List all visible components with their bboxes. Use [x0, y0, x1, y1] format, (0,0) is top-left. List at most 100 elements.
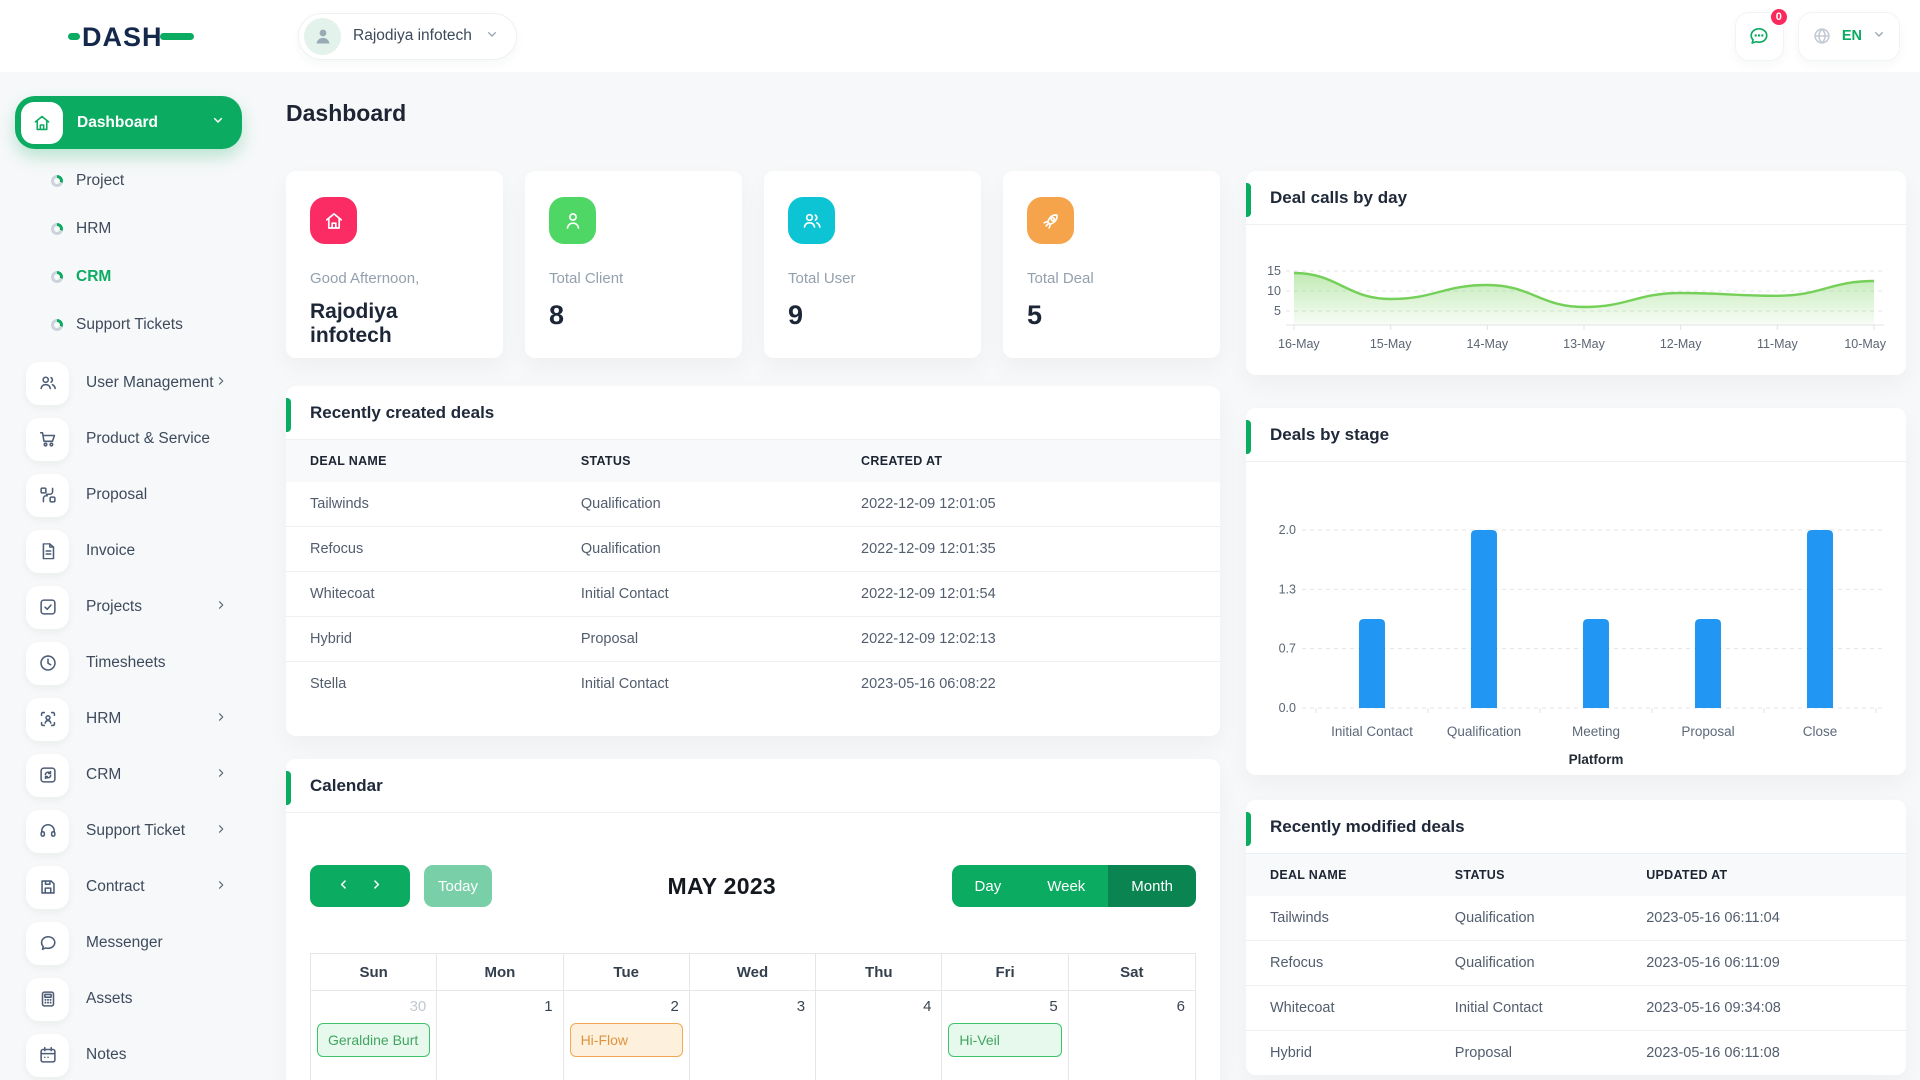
table-cell: 2022-12-09 12:01:35 — [837, 526, 1220, 572]
bullet-icon — [51, 319, 63, 331]
svg-text:10: 10 — [1267, 284, 1281, 298]
table-cell: 2023-05-16 06:11:09 — [1622, 940, 1906, 986]
table-cell: Tailwinds — [310, 496, 369, 512]
table-cell: 2023-05-16 06:11:04 — [1646, 910, 1780, 926]
workflow-icon — [37, 484, 59, 506]
sidebar-item-crm[interactable]: CRM — [15, 747, 242, 803]
sidebar-item-messenger[interactable]: Messenger — [15, 915, 242, 971]
calendar-day-cell[interactable]: 6 — [1069, 991, 1195, 1080]
calendar-day-cell[interactable]: 3 — [690, 991, 817, 1080]
chevron-right-icon[interactable] — [369, 877, 384, 896]
table-cell: 2023-05-16 06:08:22 — [837, 661, 1220, 706]
sidebar-item-dashboard[interactable]: Dashboard — [15, 96, 242, 149]
table-cell: 2023-05-16 09:34:08 — [1622, 985, 1906, 1031]
sidebar-item-notes[interactable]: Notes — [15, 1027, 242, 1080]
file-iconbox — [26, 529, 69, 573]
table-row[interactable]: Whitecoat Initial Contact 2022-12-09 12:01… — [286, 571, 1220, 617]
column-header: STATUS — [1454, 868, 1505, 882]
calendar-weekday: Sun — [311, 954, 438, 990]
calendar-view-month-button[interactable]: Month — [1108, 865, 1196, 907]
sidebar-item-assets[interactable]: Assets — [15, 971, 242, 1027]
sidebar-item-label: Assets — [86, 990, 133, 1007]
sidebar-item-hrm[interactable]: HRM — [15, 691, 242, 747]
table-cell: Proposal — [1430, 1030, 1623, 1075]
svg-text:15: 15 — [1267, 264, 1281, 278]
svg-text:Meeting: Meeting — [1572, 724, 1620, 739]
sidebar-item-user-management[interactable]: User Management — [15, 355, 242, 411]
stat-card-good-afternoon: Good Afternoon, Rajodiya infotech — [286, 171, 503, 358]
calendar-day-cell[interactable]: 1 — [437, 991, 564, 1080]
sidebar-item-label: HRM — [86, 710, 122, 727]
language-label: EN — [1841, 28, 1862, 44]
topbar: DASH Rajodiya infotech 0 EN — [0, 0, 1920, 72]
calendar-month-title: MAY 2023 — [667, 872, 777, 899]
cart-iconbox — [26, 417, 69, 461]
calendar-day-cell[interactable]: 5 Hi-Veil — [942, 991, 1069, 1080]
calendar-day-cell[interactable]: 30 Geraldine Burt — [311, 991, 438, 1080]
check-square-icon — [37, 596, 59, 618]
messages-badge: 0 — [1768, 6, 1789, 27]
table-cell: 2022-12-09 12:01:05 — [861, 496, 996, 512]
table-row[interactable]: Refocus Qualification 2023-05-16 06:11:09 — [1246, 940, 1906, 986]
chat-iconbox — [26, 921, 69, 965]
sidebar-item-support-ticket[interactable]: Support Ticket — [15, 803, 242, 859]
file-icon — [37, 540, 59, 562]
sidebar-subitem-project[interactable]: Project — [15, 157, 242, 205]
calendar-day-cell[interactable]: 4 — [816, 991, 943, 1080]
chevron-left-icon[interactable] — [336, 877, 351, 896]
table-row[interactable]: Stella Initial Contact 2023-05-16 06:08:22 — [286, 661, 1220, 706]
calendar-weekday: Tue — [564, 954, 690, 990]
sidebar-item-projects[interactable]: Projects — [15, 579, 242, 635]
sidebar-subitem-label: Support Tickets — [76, 316, 183, 333]
stat-label: Total Client — [549, 270, 624, 287]
card-header: Deals by stage — [1246, 408, 1906, 462]
sidebar-item-invoice[interactable]: Invoice — [15, 523, 242, 579]
sidebar-item-timesheets[interactable]: Timesheets — [15, 635, 242, 691]
card-header: Recently created deals — [286, 386, 1220, 440]
calendar-event[interactable]: Hi-Flow — [569, 1023, 683, 1057]
calendar-prev-next-buttons[interactable] — [310, 865, 410, 907]
calendar-weekday: Thu — [816, 954, 943, 990]
card-header: Deal calls by day — [1246, 171, 1906, 225]
table-cell: Whitecoat — [286, 571, 557, 617]
deals-by-stage-card: Deals by stage 0.0 0.7 1.3 2.0 Initial Conta… — [1246, 408, 1906, 775]
sync-square-icon — [37, 764, 59, 786]
chevron-right-icon — [214, 598, 228, 617]
calendar-event[interactable]: Hi-Veil — [948, 1023, 1062, 1057]
sidebar-item-contract[interactable]: Contract — [15, 859, 242, 915]
sidebar-subitem-hrm[interactable]: HRM — [15, 205, 242, 253]
table-row[interactable]: Tailwinds Qualification 2023-05-16 06:11:0… — [1246, 896, 1906, 941]
company-dropdown[interactable]: Rajodiya infotech — [298, 12, 517, 60]
calendar-event[interactable]: Geraldine Burt — [317, 1023, 431, 1057]
sidebar-subitem-crm[interactable]: CRM — [15, 253, 242, 301]
table-row[interactable]: Hybrid Proposal 2022-12-09 12:02:13 — [286, 616, 1220, 662]
check-square-iconbox — [26, 585, 69, 629]
svg-text:15-May: 15-May — [1370, 337, 1412, 351]
main-content: Dashboard Good Afternoon, Rajodiya infot… — [247, 72, 1920, 1080]
table-row[interactable]: Hybrid Proposal 2023-05-16 06:11:08 — [1246, 1030, 1906, 1075]
calendar-today-button[interactable]: Today — [424, 865, 492, 907]
sidebar-subitem-support-tickets[interactable]: Support Tickets — [15, 301, 242, 349]
calendar-date: 3 — [796, 998, 806, 1015]
chevron-right-icon — [214, 374, 228, 393]
stat-cards: Good Afternoon, Rajodiya infotech Total … — [286, 171, 1220, 358]
calendar-view-day-button[interactable]: Day — [951, 865, 1025, 907]
calendar-grid: Sun Mon Tue Wed Thu Fri Sat 30 Geraldine Burt … — [310, 953, 1196, 1080]
svg-text:0.7: 0.7 — [1279, 642, 1296, 656]
sidebar-item-proposal[interactable]: Proposal — [15, 467, 242, 523]
calendar-week-row: 30 Geraldine Burt 1 2 Hi-Flow 3 4 5 Hi-V… — [311, 990, 1195, 1080]
sidebar-item-product-service[interactable]: Product & Service — [15, 411, 242, 467]
svg-text:13-May: 13-May — [1563, 337, 1605, 351]
table-row[interactable]: Refocus Qualification 2022-12-09 12:01:35 — [286, 526, 1220, 572]
language-dropdown[interactable]: EN — [1797, 11, 1900, 61]
calendar-date: 4 — [923, 998, 932, 1015]
calendar-view-week-button[interactable]: Week — [1024, 865, 1109, 907]
svg-text:11-May: 11-May — [1757, 337, 1799, 351]
table-cell: Initial Contact — [1430, 985, 1623, 1031]
messages-button[interactable]: 0 — [1734, 6, 1789, 61]
calendar-weekday: Sat — [1120, 963, 1144, 981]
table-cell: Initial Contact — [556, 571, 838, 617]
table-row[interactable]: Tailwinds Qualification 2022-12-09 12:01:0… — [286, 482, 1220, 527]
table-row[interactable]: Whitecoat Initial Contact 2023-05-16 09:34… — [1246, 985, 1906, 1031]
calendar-day-cell[interactable]: 2 Hi-Flow — [564, 991, 690, 1080]
